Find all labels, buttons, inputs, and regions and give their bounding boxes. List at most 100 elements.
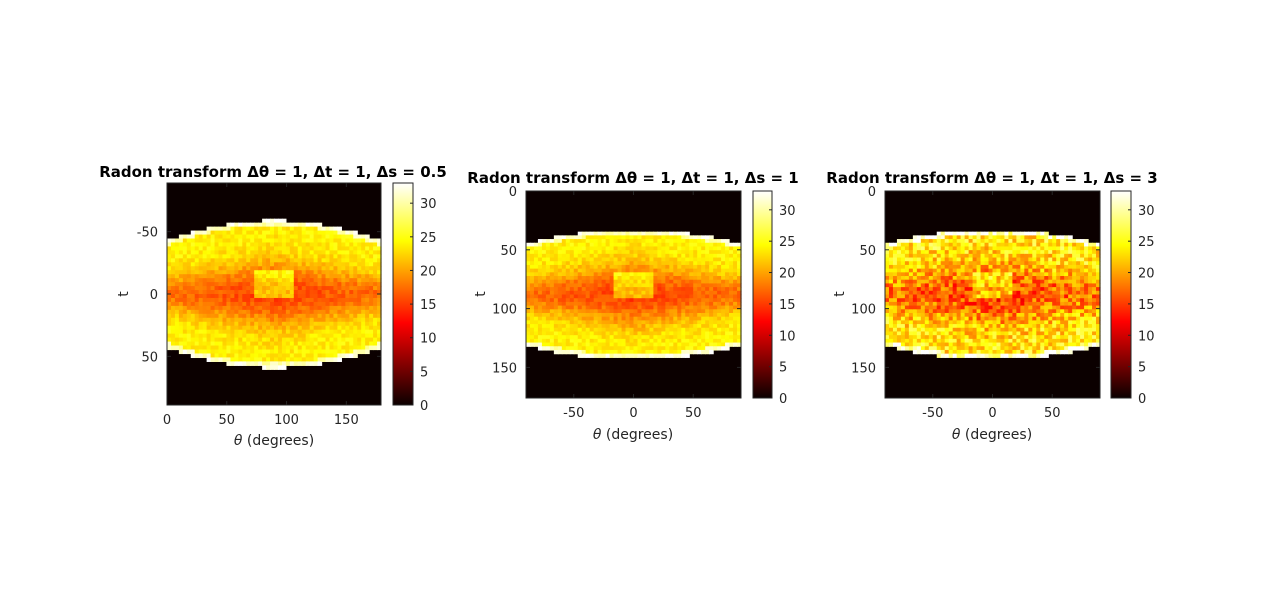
- heatmap-cell: [892, 338, 898, 344]
- heatmap-cell: [693, 261, 698, 266]
- heatmap-cell: [266, 246, 271, 251]
- heatmap-cell: [693, 324, 698, 329]
- heatmap-cell: [218, 337, 224, 343]
- heatmap-cell: [625, 331, 631, 336]
- heatmap-cell: [569, 246, 575, 251]
- heatmap-cell: [573, 268, 579, 273]
- heatmap-cell: [1044, 290, 1049, 296]
- heatmap-cell: [885, 264, 890, 270]
- heatmap-cell: [681, 294, 686, 299]
- heatmap-cell: [585, 305, 591, 310]
- heatmap-cell: [333, 230, 338, 236]
- heatmap-cell: [657, 242, 662, 248]
- heatmap-cell: [361, 297, 366, 303]
- heatmap-cell: [1020, 320, 1025, 325]
- heatmap-cell: [653, 279, 658, 285]
- heatmap-cell: [1008, 283, 1014, 288]
- heatmap-cell: [976, 349, 982, 355]
- heatmap-cell: [1008, 298, 1014, 303]
- heatmap-cell: [721, 250, 726, 255]
- heatmap-cell: [526, 324, 531, 329]
- heatmap-cell: [361, 290, 366, 295]
- heatmap-cell: [689, 261, 694, 266]
- heatmap-cell: [669, 283, 674, 288]
- heatmap-cell: [254, 258, 259, 263]
- heatmap-cell: [313, 274, 319, 279]
- heatmap-cell: [641, 268, 647, 273]
- heatmap-cell: [341, 317, 346, 323]
- heatmap-cell: [262, 270, 267, 275]
- heatmap-cell: [345, 301, 350, 307]
- heatmap-cell: [585, 290, 591, 296]
- heatmap-cell: [186, 270, 192, 275]
- heatmap-cell: [717, 335, 722, 340]
- heatmap-cell: [178, 262, 184, 267]
- heatmap-cell: [238, 290, 243, 295]
- heatmap-cell: [709, 327, 714, 333]
- heatmap-cell: [573, 272, 579, 277]
- heatmap-cell: [1032, 257, 1037, 262]
- heatmap-cell: [526, 246, 531, 251]
- heatmap-cell: [285, 266, 291, 271]
- heatmap-cell: [541, 276, 547, 281]
- heatmap-cell: [657, 246, 662, 251]
- heatmap-cell: [549, 327, 555, 333]
- heatmap-cell: [585, 264, 591, 270]
- heatmap-cell: [329, 321, 335, 327]
- heatmap-cell: [1016, 239, 1021, 244]
- heatmap-cell: [1000, 309, 1006, 314]
- heatmap-cell: [174, 313, 180, 319]
- heatmap-cell: [533, 261, 539, 266]
- heatmap-cell: [541, 253, 547, 259]
- heatmap-cell: [912, 272, 918, 277]
- heatmap-cell: [952, 335, 958, 340]
- heatmap-cell: [721, 272, 726, 277]
- heatmap-cell: [242, 349, 247, 355]
- heatmap-cell: [585, 301, 591, 307]
- heatmap-cell: [317, 250, 323, 255]
- heatmap-cell: [262, 313, 267, 319]
- heatmap-cell: [361, 274, 366, 279]
- heatmap-cell: [936, 239, 942, 244]
- heatmap-cell: [222, 226, 228, 232]
- heatmap-cell: [988, 353, 994, 358]
- heatmap-cell: [549, 324, 555, 329]
- heatmap-cell: [900, 324, 906, 329]
- heatmap-cell: [234, 222, 239, 228]
- heatmap-cell: [285, 262, 291, 267]
- heatmap-cell: [609, 261, 615, 266]
- heatmap-cell: [585, 246, 591, 251]
- heatmap-cell: [625, 261, 631, 266]
- heatmap-cell: [270, 329, 275, 335]
- heatmap-cell: [313, 286, 319, 291]
- heatmap-cell: [246, 317, 251, 323]
- heatmap-cell: [1004, 268, 1010, 273]
- heatmap-cell: [653, 283, 658, 288]
- heatmap-cell: [904, 298, 910, 303]
- heatmap-cell: [309, 246, 315, 251]
- heatmap-cell: [641, 353, 647, 358]
- heatmap-cell: [178, 317, 184, 323]
- heatmap-cell: [198, 313, 204, 319]
- heatmap-cell: [1040, 261, 1045, 266]
- heatmap-cell: [373, 301, 378, 307]
- heatmap-cell: [633, 353, 639, 358]
- heatmap-cell: [274, 282, 279, 287]
- heatmap-cell: [609, 257, 615, 262]
- heatmap-cell: [281, 305, 287, 311]
- heatmap-cell: [557, 276, 563, 281]
- heatmap-cell: [657, 231, 662, 236]
- heatmap-cell: [553, 312, 559, 318]
- heatmap-cell: [689, 309, 694, 314]
- heatmap-cell: [345, 266, 350, 271]
- heatmap-cell: [992, 320, 998, 325]
- heatmap-cell: [996, 283, 1002, 288]
- heatmap-cell: [729, 242, 734, 248]
- heatmap-cell: [561, 349, 567, 355]
- heatmap-cell: [633, 309, 639, 314]
- heatmap-cell: [561, 298, 567, 303]
- heatmap-cell: [214, 262, 220, 267]
- heatmap-cell: [234, 313, 239, 319]
- heatmap-cell: [561, 327, 567, 333]
- heatmap-cell: [980, 346, 986, 351]
